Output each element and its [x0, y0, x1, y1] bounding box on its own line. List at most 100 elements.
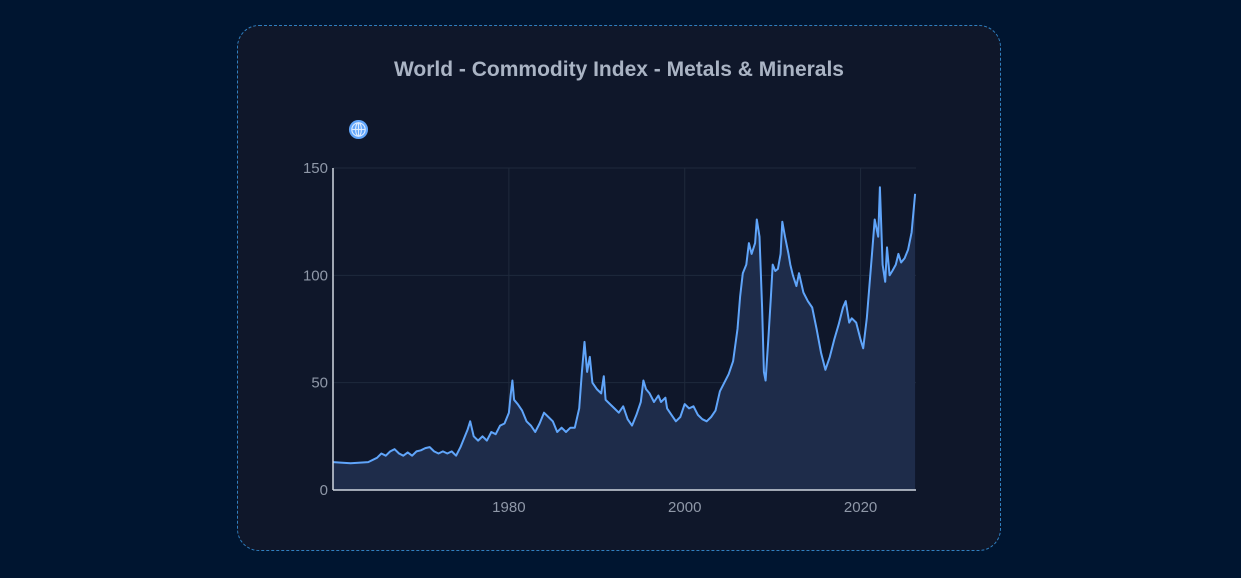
data-point — [411, 455, 413, 457]
data-point — [596, 388, 598, 390]
data-point — [464, 435, 466, 437]
data-point — [547, 416, 549, 418]
data-point — [495, 433, 497, 435]
data-point — [742, 272, 744, 274]
data-point — [763, 371, 765, 373]
data-point — [467, 429, 469, 431]
data-point — [807, 300, 809, 302]
y-tick-label: 50 — [311, 375, 328, 392]
data-point — [490, 431, 492, 433]
data-point — [868, 285, 870, 287]
data-point — [416, 450, 418, 452]
data-point — [914, 193, 916, 195]
data-point — [829, 356, 831, 358]
data-point — [715, 410, 717, 412]
data-point — [446, 453, 448, 455]
data-point — [874, 219, 876, 221]
data-point — [603, 375, 605, 377]
data-point — [486, 440, 488, 442]
data-point — [871, 253, 873, 255]
data-point — [513, 399, 515, 401]
data-point — [851, 317, 853, 319]
data-point — [609, 403, 611, 405]
data-point — [618, 412, 620, 414]
data-point — [897, 253, 899, 255]
data-point — [693, 405, 695, 407]
data-point — [640, 401, 642, 403]
data-point — [451, 450, 453, 452]
data-point — [420, 449, 422, 451]
data-point — [882, 264, 884, 266]
data-point — [811, 307, 813, 309]
data-point — [706, 420, 708, 422]
data-point — [684, 403, 686, 405]
data-point — [534, 431, 536, 433]
data-point — [860, 339, 862, 341]
series-area — [333, 187, 916, 491]
data-point — [429, 446, 431, 448]
data-point — [884, 281, 886, 283]
x-tick-label: 2020 — [844, 499, 877, 516]
data-point — [745, 264, 747, 266]
data-point — [600, 392, 602, 394]
data-point — [389, 450, 391, 452]
series-line — [332, 186, 917, 465]
data-point — [671, 414, 673, 416]
data-point — [675, 420, 677, 422]
data-point — [862, 347, 864, 349]
data-point — [748, 242, 750, 244]
data-point — [891, 270, 893, 272]
data-point — [521, 410, 523, 412]
data-point — [842, 307, 844, 309]
data-point — [904, 257, 906, 259]
data-point — [723, 382, 725, 384]
data-point — [455, 455, 457, 457]
data-point — [586, 371, 588, 373]
data-point — [802, 292, 804, 294]
data-point — [660, 401, 662, 403]
data-point — [511, 380, 513, 382]
data-point — [477, 440, 479, 442]
data-point — [508, 412, 510, 414]
data-point — [622, 405, 624, 407]
data-point — [469, 420, 471, 422]
data-point — [879, 186, 881, 188]
globe-icon[interactable] — [348, 119, 369, 140]
data-point — [438, 453, 440, 455]
x-tick-label: 2000 — [668, 499, 701, 516]
data-point — [574, 427, 576, 429]
data-point — [728, 373, 730, 375]
data-point — [569, 427, 571, 429]
data-point — [635, 414, 637, 416]
y-tick-label: 150 — [303, 160, 328, 177]
data-point — [774, 270, 776, 272]
data-point — [561, 427, 563, 429]
data-point — [719, 390, 721, 392]
data-point — [402, 455, 404, 457]
data-point — [473, 435, 475, 437]
data-point — [784, 236, 786, 238]
data-point — [877, 236, 879, 238]
data-point — [367, 461, 369, 463]
data-point — [398, 453, 400, 455]
data-point — [911, 231, 913, 233]
data-point — [526, 420, 528, 422]
data-point — [581, 371, 583, 373]
data-point — [543, 412, 545, 414]
data-point — [907, 249, 909, 251]
data-point — [376, 457, 378, 459]
y-tick-label: 0 — [320, 482, 328, 499]
data-point — [772, 264, 774, 266]
x-tick-label: 1980 — [492, 499, 525, 516]
data-point — [900, 262, 902, 264]
data-point — [798, 272, 800, 274]
data-point — [767, 339, 769, 341]
data-point — [788, 253, 790, 255]
data-point — [504, 423, 506, 425]
data-point — [756, 219, 758, 221]
chart-title: World - Commodity Index - Metals & Miner… — [393, 58, 844, 81]
data-point — [578, 407, 580, 409]
data-point — [824, 369, 826, 371]
data-point — [666, 407, 668, 409]
data-point — [845, 300, 847, 302]
